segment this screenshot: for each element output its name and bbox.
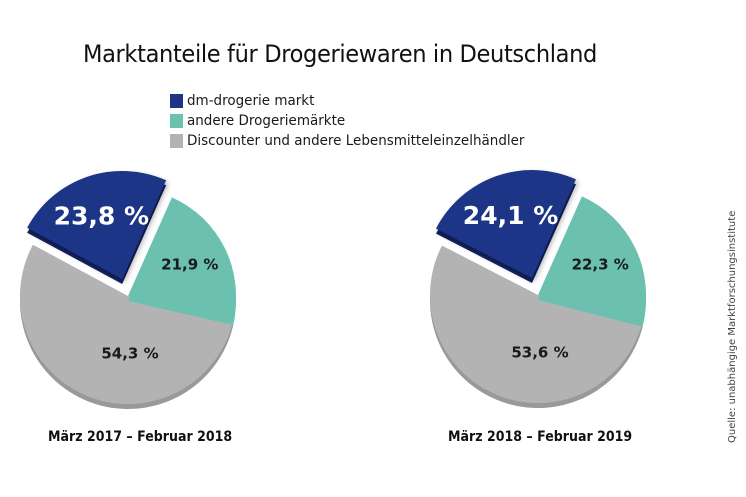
legend-swatch-discounter [170,134,183,148]
legend-item-discounter: Discounter und andere Lebensmitteleinzel… [170,131,550,151]
legend-item-dm: dm-drogerie markt [170,91,550,111]
slice-dm-face [27,170,167,279]
data-label-dm: 24,1 % [463,201,558,230]
data-label-dm: 23,8 % [54,202,149,231]
pie-chart-2017-2018: 54,3 % 21,9 % 23,8 % [19,170,237,410]
legend-label-discounter: Discounter und andere Lebensmitteleinzel… [187,133,525,149]
data-label-andere: 21,9 % [161,256,218,274]
legend-item-andere: andere Drogeriemärkte [170,111,550,131]
slice-andere-face [128,197,236,320]
data-label-discounter: 53,6 % [511,344,568,362]
legend: dm-drogerie markt andere Drogeriemärkte … [170,91,550,151]
chart-title: Marktanteile für Drogeriewaren in Deutsc… [83,40,597,68]
slice-andere-face [538,196,646,322]
slice-discounter: 54,3 % [19,244,234,410]
legend-swatch-andere [170,114,183,128]
slice-dm: 23,8 % [27,170,167,284]
source-note: Quelle: unabhängige Marktforschungsinsti… [727,210,738,443]
slice-discounter-face [19,244,234,405]
slice-dm: 24,1 % [436,170,576,284]
slice-discounter-face [429,245,643,404]
slice-dm-face [436,170,576,279]
period-label-2017-2018: März 2017 – Februar 2018 [48,429,233,445]
pie-chart-2018-2019: 53,6 % 22,3 % 24,1 % [429,170,646,409]
data-label-andere: 22,3 % [572,255,629,273]
legend-label-dm: dm-drogerie markt [187,93,315,109]
data-label-discounter: 54,3 % [101,345,158,363]
slice-andere: 21,9 % [128,197,237,325]
legend-swatch-dm [170,94,183,108]
legend-label-andere: andere Drogeriemärkte [187,113,346,129]
slice-discounter: 53,6 % [429,245,643,409]
slice-andere: 22,3 % [538,196,646,327]
period-label-2018-2019: März 2018 – Februar 2019 [448,429,633,445]
